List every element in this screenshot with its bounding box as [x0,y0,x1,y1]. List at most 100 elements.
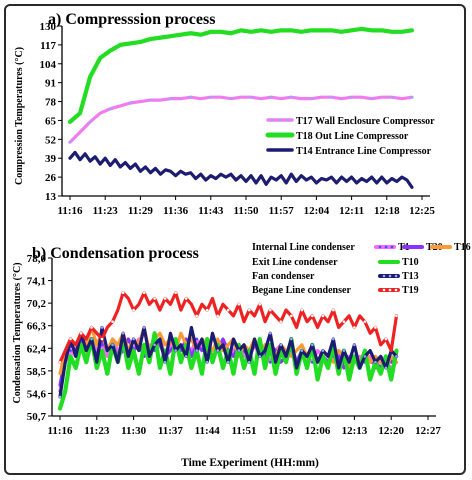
series-point [321,349,325,352]
compression-title: a) Compresssion process [48,11,215,28]
series-point [111,320,114,323]
series-point [390,95,394,99]
series-point [216,349,220,352]
series-point [269,95,273,99]
b-y-tick-label: 62,4 [27,343,47,355]
series-t13 [58,325,399,399]
series-point [100,326,104,329]
series-point [90,326,93,329]
series-point [58,360,62,364]
series-point [330,95,333,99]
series-point [342,349,346,352]
legend-series-name: T19 [402,285,419,296]
a-y-tick-label: 26 [45,172,57,184]
series-point [149,98,152,102]
a-x-tick-label: 11:57 [269,205,295,217]
series-point [189,95,192,99]
series-point [132,337,135,341]
series-point [332,337,335,341]
a-y-tick-label: 65 [45,115,57,127]
series-point [310,97,313,100]
a-y-tick-label: 39 [45,153,57,165]
a-y-tick-label: 78 [45,97,57,109]
a-x-tick-label: 12:04 [304,205,330,217]
legend-marker [388,274,392,278]
legend-row-label: Internal Line condenser [252,242,355,253]
series-point [374,326,377,329]
series-point [205,308,209,312]
series-point [184,297,188,300]
a-x-tick-label: 12:11 [339,205,364,217]
legend-series-name: T10 [402,257,419,268]
a-y-tick-label: 52 [45,134,57,146]
series-point [69,337,72,341]
series-point [216,314,220,318]
legend-marker [394,288,398,292]
legend-row-label: Begane Line condenser [252,285,351,296]
series-point [268,360,272,364]
series-point [174,291,177,295]
a-x-tick-label: 11:50 [233,205,259,217]
condensation-chart: b) Condensation process Condensation Tem… [12,242,471,469]
condensation-y-axis-label: Condensation Temperatures (°C) [12,262,23,403]
series-point [395,355,398,358]
b-x-tick-label: 11:59 [268,425,294,437]
series-point [153,297,156,300]
compression-series [67,26,415,189]
condensation-legend: Internal Line condenser Exit Line condens… [252,242,471,296]
series-point [129,101,132,105]
series-point [195,314,198,318]
legend-marker [286,118,290,122]
series-point [289,95,293,99]
legend-marker [278,118,282,122]
compression-legend: T17 Wall Enclosure Compressor T18 Out Lin… [265,116,435,157]
series-point [111,343,114,347]
series-t16 [58,325,399,376]
series-point [363,320,367,323]
series-point [311,343,314,347]
b-x-tick-label: 12:06 [305,425,331,437]
legend-row-label: Exit Line condenser [252,257,338,268]
b-y-tick-label: 66,3 [27,321,47,333]
a-x-tick-label: 11:16 [57,205,83,217]
series-point [237,349,241,352]
legend-marker [270,118,274,122]
b-y-tick-label: 70,2 [27,298,47,310]
series-point [195,337,198,341]
series-point [174,349,177,352]
series-t17 [68,95,414,144]
a-x-tick-label: 12:18 [374,205,400,217]
condensation-x-axis-label: Time Experiment (HH:mm) [181,457,319,469]
series-point [100,337,104,341]
series-point [258,303,262,306]
series-point [410,95,414,99]
legend-label: T18 Out Line Compressor [296,131,409,142]
b-x-tick-label: 11:30 [121,425,147,437]
a-y-tick-label: 13 [45,191,57,203]
legend-marker [378,245,382,249]
series-point [279,343,283,347]
series-point [374,360,377,364]
legend-marker [388,288,392,292]
b-x-tick-label: 11:44 [195,425,221,437]
b-x-tick-label: 12:27 [415,425,441,437]
series-point [279,320,283,323]
series-point [226,308,230,312]
compression-y-axis-label: Compression Temperatures (°C) [14,47,25,185]
legend-label: T14 Entrance Line Compressor [296,146,432,157]
series-line [67,26,415,124]
series-line [58,325,399,376]
a-y-tick-label: 104 [40,59,57,71]
a-x-tick-label: 11:23 [93,205,119,217]
b-x-tick-label: 11:23 [84,425,110,437]
series-point [311,314,314,318]
series-point [300,308,304,312]
series-point [142,291,146,295]
series-point [363,355,367,358]
b-x-tick-label: 12:20 [378,425,404,437]
compression-chart: a) Compresssion process Compression Temp… [14,11,435,217]
series-point [68,140,72,144]
series-point [163,360,167,364]
series-point [384,337,388,341]
series-point [268,308,272,312]
